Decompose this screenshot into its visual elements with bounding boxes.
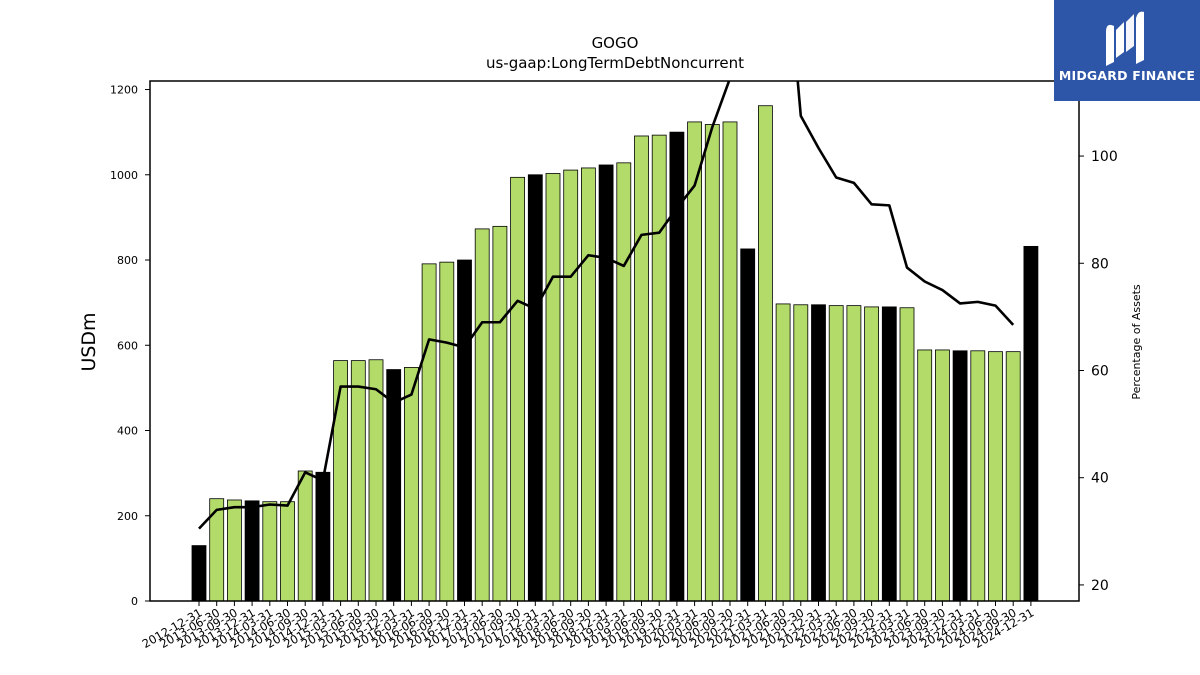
bar-2015-12-31 bbox=[386, 369, 402, 602]
y-tick-label: 0 bbox=[131, 595, 138, 608]
y2-tick-label: 40 bbox=[1091, 471, 1109, 487]
bar-2014-06-30 bbox=[280, 501, 295, 602]
bar-2014-12-31 bbox=[315, 471, 331, 602]
bar-2018-06-30 bbox=[563, 169, 579, 602]
bar-2023-03-31 bbox=[899, 307, 915, 602]
bar-2018-03-31 bbox=[545, 173, 561, 602]
bar-2015-06-30 bbox=[350, 360, 366, 602]
y2-tick-label: 60 bbox=[1091, 363, 1109, 379]
bar-2016-09-30 bbox=[439, 261, 455, 602]
bar-2021-09-30 bbox=[793, 304, 809, 602]
bar-2016-12-31 bbox=[457, 259, 472, 602]
bar-2024-09-30 bbox=[1005, 351, 1021, 602]
bar-2021-06-30 bbox=[775, 303, 791, 602]
y-tick-label: 200 bbox=[117, 510, 138, 523]
bar-2024-03-31 bbox=[970, 350, 986, 602]
bar-2016-06-30 bbox=[421, 263, 437, 602]
y2-axis-label: Percentage of Assets bbox=[1130, 284, 1143, 400]
y-tick-label: 1200 bbox=[110, 84, 138, 97]
bar-2019-03-31 bbox=[616, 162, 632, 602]
line-layer bbox=[198, 81, 1015, 530]
bar-2019-09-30 bbox=[651, 134, 667, 602]
chart-subtitle: us-gaap:LongTermDebtNoncurrent bbox=[486, 54, 744, 72]
bar-2018-09-30 bbox=[581, 167, 596, 602]
midgard-logo-icon bbox=[1106, 11, 1144, 66]
percentage-of-assets-line bbox=[198, 81, 1015, 530]
bar-2012-12-31 bbox=[191, 545, 207, 602]
bar-2016-03-31 bbox=[403, 367, 419, 602]
bar-2015-09-30 bbox=[368, 359, 384, 602]
bar-2023-09-30 bbox=[935, 349, 950, 602]
bar-2020-12-31 bbox=[740, 248, 756, 602]
plot-frame bbox=[149, 80, 1080, 602]
bars-layer bbox=[191, 105, 1039, 602]
bar-2021-12-31 bbox=[811, 304, 826, 602]
bar-2017-09-30 bbox=[510, 176, 526, 602]
bar-2022-09-30 bbox=[864, 306, 879, 602]
y-tick-label: 800 bbox=[117, 254, 138, 267]
y2-tick-label: 20 bbox=[1091, 578, 1109, 594]
bar-2019-06-30 bbox=[634, 135, 649, 602]
bar-2024-12-31 bbox=[1023, 245, 1039, 602]
y-tick-label: 400 bbox=[117, 425, 138, 438]
bar-2013-12-31 bbox=[244, 500, 260, 602]
bar-2020-09-30 bbox=[722, 121, 738, 602]
bar-2017-03-31 bbox=[474, 228, 490, 602]
bar-2024-06-30 bbox=[988, 351, 1003, 602]
bar-2015-03-31 bbox=[333, 360, 349, 602]
y2-tick-label: 80 bbox=[1091, 256, 1109, 272]
bar-2020-06-30 bbox=[704, 124, 720, 602]
bar-2023-12-31 bbox=[952, 350, 968, 602]
bar-2014-03-31 bbox=[262, 501, 278, 602]
brand-logo: MIDGARD FINANCE bbox=[1054, 0, 1200, 101]
axes-layer: 020040060080010001200204060801002012-12-… bbox=[110, 80, 1118, 651]
bar-2023-06-30 bbox=[917, 349, 933, 602]
y2-tick-label: 100 bbox=[1091, 149, 1118, 165]
bar-2017-06-30 bbox=[492, 225, 508, 602]
bar-2018-12-31 bbox=[598, 164, 614, 602]
bar-2017-12-31 bbox=[527, 174, 543, 602]
bar-2022-03-31 bbox=[828, 305, 844, 602]
y-tick-label: 1000 bbox=[110, 169, 138, 182]
chart-title: GOGO bbox=[592, 34, 639, 52]
bar-2022-06-30 bbox=[846, 305, 862, 602]
bar-2013-09-30 bbox=[226, 499, 242, 602]
y-tick-label: 600 bbox=[117, 339, 138, 352]
bar-2014-09-30 bbox=[297, 470, 313, 602]
bar-2022-12-31 bbox=[881, 306, 897, 602]
bar-2021-03-31 bbox=[758, 105, 773, 602]
brand-name: MIDGARD FINANCE bbox=[1058, 68, 1196, 83]
y-axis-label: USDm bbox=[78, 312, 100, 371]
